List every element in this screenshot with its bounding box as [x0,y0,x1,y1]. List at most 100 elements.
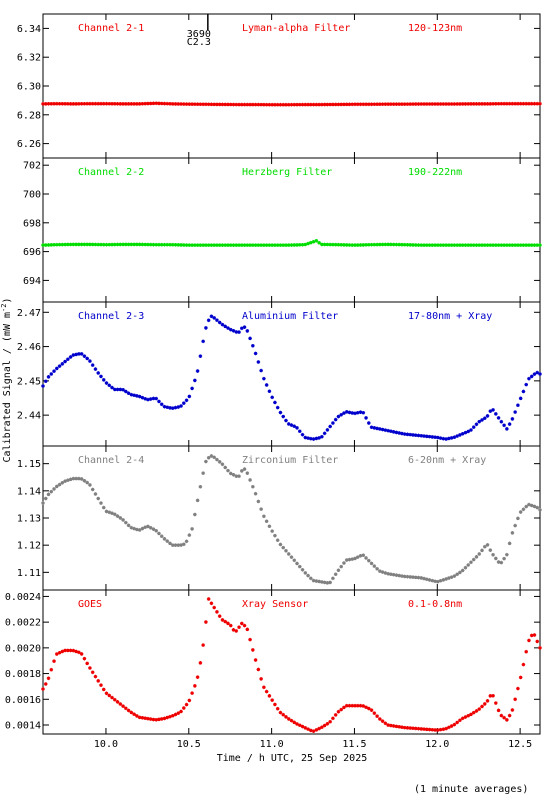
data-point [438,578,443,583]
data-point [159,242,164,247]
data-point [85,661,89,666]
data-point [510,531,515,535]
data-point [328,424,332,429]
data-point [264,519,269,524]
data-point [74,476,78,481]
data-point [380,242,385,247]
data-point [220,462,225,467]
data-point [364,102,368,107]
data-point [411,243,415,247]
data-point [300,242,305,247]
data-point [46,676,51,681]
data-point [124,389,128,394]
data-point [259,677,263,681]
data-point [513,101,517,106]
data-point [463,715,468,719]
data-point [193,512,197,517]
data-point [146,101,150,106]
data-point [118,702,123,706]
data-point [482,544,487,549]
data-point [275,538,280,542]
data-point [505,427,509,431]
data-point [262,102,266,107]
data-point [60,101,65,106]
data-point [90,487,95,492]
data-point [135,394,139,398]
data-point [494,701,498,705]
panel-label-1: Zirconium Filter [242,455,338,466]
data-point [162,242,167,247]
y-tick-label: 1.14 [17,486,41,497]
series-goes [41,597,542,733]
panel-label-1: Herzberg Filter [242,167,332,178]
data-point [391,102,396,106]
data-point [496,416,501,420]
data-point [516,686,520,691]
data-point [104,509,109,514]
data-point [74,352,78,357]
data-point [402,725,407,730]
data-point [170,406,175,410]
data-point [209,601,214,606]
data-point [217,460,222,464]
data-point [198,354,203,358]
data-point [289,243,294,247]
data-point [460,243,465,247]
data-point [74,242,78,247]
data-point [187,698,192,703]
data-point [524,504,528,509]
data-point [93,242,98,247]
data-point [245,243,250,247]
data-point [460,716,465,721]
data-point [344,558,349,562]
y-tick-label: 1.13 [17,514,41,525]
data-point [151,396,156,401]
data-point [347,410,352,415]
data-point [491,102,495,106]
data-point [292,102,297,107]
data-point [270,698,274,702]
data-point [469,560,473,565]
data-point [303,435,308,440]
data-point [538,101,542,106]
data-point [242,325,247,329]
data-point [126,708,131,713]
data-point [353,703,357,708]
data-point [184,539,189,544]
data-point [411,726,415,731]
data-point [270,395,274,400]
data-point [438,102,443,106]
data-point [510,243,515,247]
data-point [505,718,509,722]
data-point [204,243,208,247]
data-point [204,459,208,464]
data-point [339,102,343,107]
data-point [60,480,65,485]
data-point [220,102,225,107]
data-point [179,243,183,247]
data-point [118,516,123,520]
data-point [193,684,197,688]
data-point [397,102,401,106]
data-point [240,469,244,473]
data-point [148,717,153,721]
data-point [361,243,366,247]
data-point [347,703,352,708]
data-point [297,102,302,107]
data-point [391,572,396,577]
data-point [463,430,468,435]
data-point [52,659,56,663]
data-point [132,712,136,716]
data-point [333,417,338,422]
data-point [471,243,476,247]
data-point [510,417,515,421]
data-point [361,704,366,708]
data-point [173,102,178,106]
data-point [430,102,435,106]
data-point [394,430,399,435]
data-point [281,102,286,107]
data-point [173,242,178,247]
data-point [477,707,482,711]
data-point [449,724,454,728]
data-point [333,242,338,247]
